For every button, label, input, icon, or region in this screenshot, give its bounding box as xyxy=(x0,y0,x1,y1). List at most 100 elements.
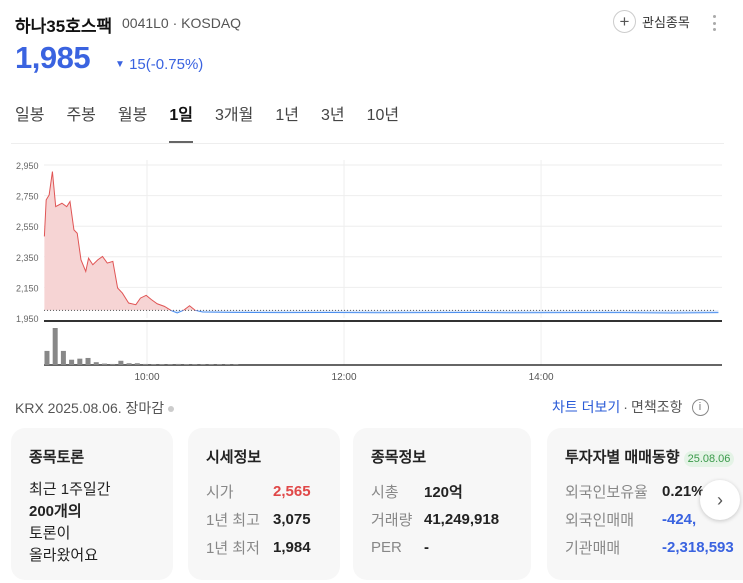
volume-bar xyxy=(159,364,165,365)
tab-divider xyxy=(11,143,724,144)
price-line-down xyxy=(169,310,719,314)
volume-bar xyxy=(192,364,198,365)
volume-bar xyxy=(60,350,66,365)
value: 1,984 xyxy=(273,539,311,556)
card-title: 종목정보 xyxy=(371,449,427,466)
x-tick-label: 10:00 xyxy=(134,372,159,383)
forum-text: 최근 1주일간 xyxy=(29,481,111,498)
price-area-up xyxy=(44,171,719,311)
intraday-chart[interactable]: 2,950 2,750 2,550 2,350 2,150 1,950 10:00 12:00… xyxy=(0,150,743,390)
tab-weekly[interactable]: 주봉 xyxy=(66,107,96,124)
forum-card[interactable]: 종목토론 최근 1주일간 200개의 토론이 올라왔어요 xyxy=(11,428,173,580)
value: 3,075 xyxy=(273,511,311,528)
volume-bar xyxy=(110,363,116,365)
volume-bar xyxy=(101,363,107,365)
separator: · xyxy=(623,399,628,415)
tab-monthly[interactable]: 월봉 xyxy=(117,107,148,124)
volume-bar xyxy=(126,363,132,365)
y-tick-label: 2,950 xyxy=(16,161,39,171)
tab-1day[interactable]: 1일 xyxy=(169,101,193,143)
label: 시총 xyxy=(371,484,399,501)
y-tick-label: 2,550 xyxy=(16,222,39,232)
volume-bar xyxy=(44,350,50,365)
forum-text: 토론이 xyxy=(29,525,71,542)
market-cap-row: 시총 120억 xyxy=(371,479,531,504)
more-options-icon[interactable] xyxy=(708,13,720,33)
y-tick-label: 2,150 xyxy=(16,283,39,293)
institution-trade-row: 기관매매 -2,318,593 xyxy=(565,535,743,560)
watchlist-label: 관심종목 xyxy=(642,15,690,30)
value: -2,318,593 xyxy=(662,539,734,556)
volume-bar xyxy=(208,364,214,365)
value: 0.21% xyxy=(662,483,705,500)
label: 외국인보유율 xyxy=(565,484,648,501)
y-tick-label: 2,350 xyxy=(16,253,39,263)
value: 2,565 xyxy=(273,483,311,500)
change-value: 15(-0.75%) xyxy=(129,56,204,73)
x-tick-label: 14:00 xyxy=(529,372,554,383)
open-row: 시가 2,565 xyxy=(206,479,340,504)
down-arrow-icon: ▼ xyxy=(115,59,125,70)
per-row: PER - xyxy=(371,535,531,560)
value: 41,249,918 xyxy=(424,511,500,528)
chart-more-link[interactable]: 차트 더보기 xyxy=(552,399,621,415)
label: 1년 최고 xyxy=(206,512,260,529)
tab-10years[interactable]: 10년 xyxy=(366,107,400,124)
volume-bar xyxy=(134,363,140,365)
stock-name: 하나35호스팩 xyxy=(15,17,113,36)
plus-icon: + xyxy=(613,10,636,33)
add-watchlist-button[interactable]: + 관심종목 xyxy=(613,10,690,33)
volume-bar xyxy=(69,359,75,365)
date-badge: 25.08.06 xyxy=(683,451,735,467)
value: -424, xyxy=(662,511,697,528)
card-title: 시세정보 xyxy=(206,449,262,466)
info-icon[interactable]: i xyxy=(691,398,709,416)
tab-daily[interactable]: 일봉 xyxy=(15,107,45,124)
current-price: 1,985 xyxy=(15,40,91,75)
volume-bar xyxy=(85,357,91,365)
volume-bar xyxy=(225,364,231,365)
tab-3months[interactable]: 3개월 xyxy=(214,107,254,124)
quote-card[interactable]: 시세정보 시가 2,565 1년 최고 3,075 1년 최저 1,984 xyxy=(188,428,340,580)
card-title: 투자자별 매매동향 25.08.06 xyxy=(565,446,743,467)
price-area-down xyxy=(170,310,719,313)
stock-code: 0041L0 · KOSDAQ xyxy=(122,15,242,31)
market-status: KRX 2025.08.06. 장마감 xyxy=(15,398,175,418)
volume-bar xyxy=(167,364,173,365)
volume-bar xyxy=(216,364,222,365)
stock-info-card[interactable]: 종목정보 시총 120억 거래량 41,249,918 PER - xyxy=(353,428,531,580)
x-tick-label: 12:00 xyxy=(332,372,357,383)
label: PER xyxy=(371,539,402,556)
value: - xyxy=(424,539,429,556)
chevron-right-icon[interactable]: › xyxy=(700,480,740,520)
title-text: 투자자별 매매동향 xyxy=(565,449,680,466)
y-tick-label: 1,950 xyxy=(16,314,39,324)
tab-3years[interactable]: 3년 xyxy=(320,107,345,124)
forum-text: 올라왔어요 xyxy=(29,547,99,564)
price-line-up xyxy=(43,171,198,311)
foreign-ratio-row: 외국인보유율 0.21% xyxy=(565,479,743,504)
foreign-trade-row: 외국인매매 -424, xyxy=(565,507,743,532)
volume-bar xyxy=(52,328,58,365)
label: 거래량 xyxy=(371,512,413,529)
year-high-row: 1년 최고 3,075 xyxy=(206,507,340,532)
label: 시가 xyxy=(206,484,234,501)
y-tick-label: 2,750 xyxy=(16,192,39,202)
volume-bar xyxy=(175,363,181,365)
label: 기관매매 xyxy=(565,540,621,557)
tab-1year[interactable]: 1년 xyxy=(275,107,299,124)
volume-bar xyxy=(184,364,190,365)
forum-count: 200개의 xyxy=(29,503,82,520)
volume-bar xyxy=(118,360,124,365)
label: 외국인매매 xyxy=(565,512,635,529)
volume-bar xyxy=(77,358,83,365)
label: 1년 최저 xyxy=(206,540,260,557)
value: 120억 xyxy=(424,484,463,501)
disclaimer-link[interactable]: 면책조항 xyxy=(630,399,683,415)
volume-bar xyxy=(93,362,99,365)
volume-bar xyxy=(200,364,206,365)
price-change: ▼ 15(-0.75%) xyxy=(115,56,203,73)
chart-links: 차트 더보기 · 면책조항 i xyxy=(552,397,709,417)
volume-bar xyxy=(151,364,157,365)
volume-bar xyxy=(143,363,148,365)
